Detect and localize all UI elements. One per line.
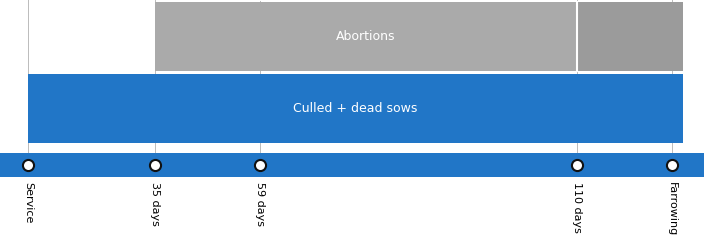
- Text: Farrowing: Farrowing: [667, 182, 677, 236]
- Bar: [28, 74, 683, 143]
- Bar: [0, 153, 704, 177]
- Text: 110 days: 110 days: [572, 182, 582, 233]
- Text: Abortions: Abortions: [337, 31, 396, 43]
- Text: 35 days: 35 days: [150, 182, 160, 226]
- Bar: [155, 2, 577, 71]
- Text: 59 days: 59 days: [256, 182, 265, 226]
- Bar: [577, 2, 683, 71]
- Text: Service: Service: [23, 182, 33, 223]
- Text: Culled + dead sows: Culled + dead sows: [294, 102, 417, 115]
